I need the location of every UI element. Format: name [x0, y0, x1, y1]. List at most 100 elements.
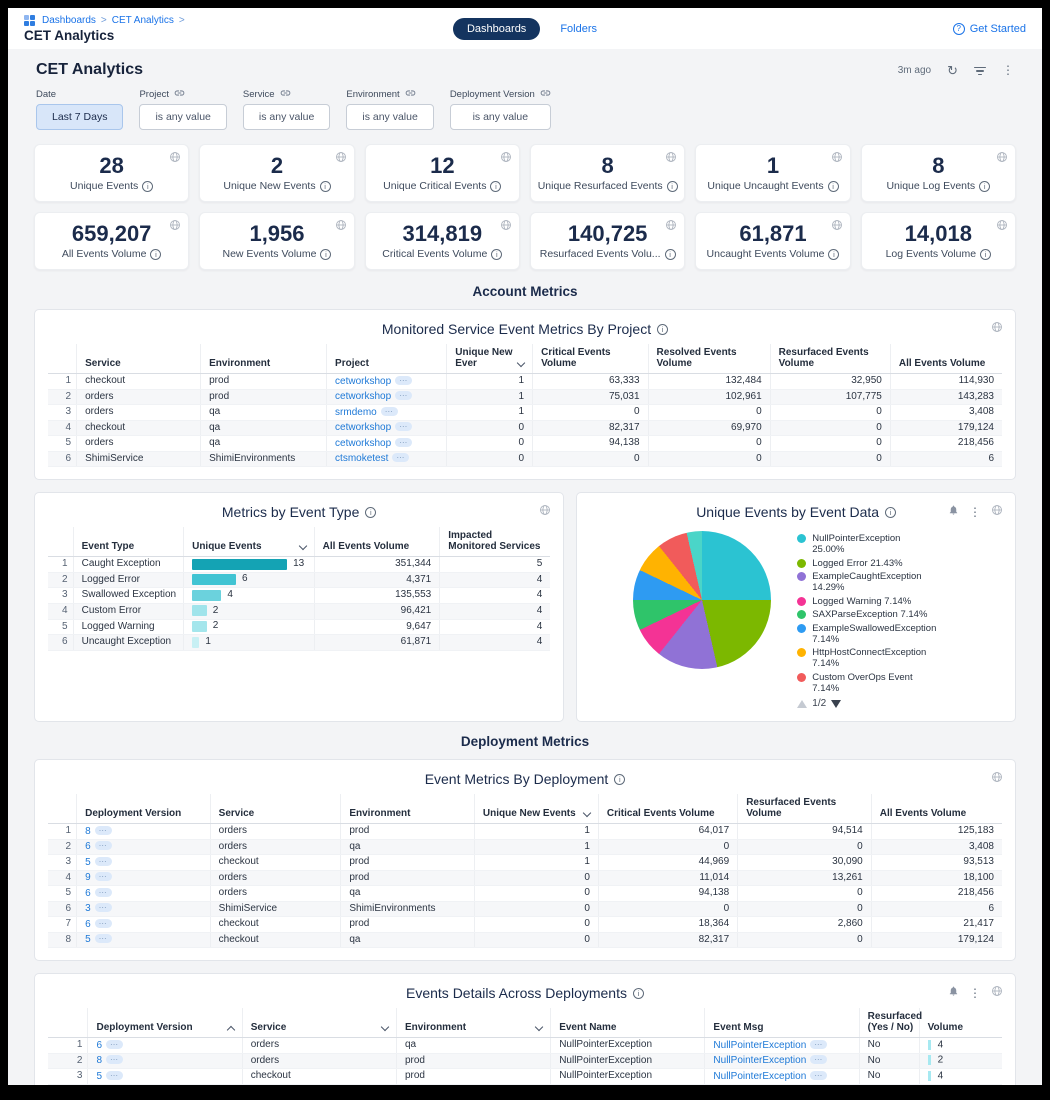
legend-item[interactable]: SAXParseException 7.14% [797, 609, 995, 620]
column-header-event-name[interactable]: Event Name [550, 1008, 705, 1038]
column-header-resurfaced-events-volume[interactable]: Resurfaced Events Volume [737, 794, 872, 824]
filter-value-button[interactable]: Last 7 Days [36, 104, 124, 130]
more-pill[interactable]: ⋯ [106, 1070, 124, 1080]
legend-item[interactable]: Custom OverOps Event 7.14% [797, 672, 995, 694]
more-pill[interactable]: ⋯ [106, 1039, 124, 1049]
globe-icon[interactable] [500, 218, 512, 236]
filter-value-button[interactable]: is any value [449, 104, 551, 130]
column-header-all-events-volume[interactable]: All Events Volume [870, 794, 1002, 824]
legend-item[interactable]: ExampleSwallowedException 7.14% [797, 623, 995, 645]
more-pill[interactable]: ⋯ [94, 872, 112, 881]
column-header-resurfaced[interactable]: Resurfaced (Yes / No) [858, 1008, 922, 1038]
column-header-deployment-version[interactable]: Deployment Version [87, 1008, 243, 1038]
info-icon[interactable]: i [142, 180, 154, 192]
legend-item[interactable]: ExampleCaughtException 14.29% [797, 571, 995, 593]
cell-link[interactable]: NullPointerException [713, 1055, 807, 1066]
more-pill[interactable]: ⋯ [94, 825, 112, 835]
column-header-resurfaced-events-volume[interactable]: Resurfaced Events Volume [769, 344, 891, 374]
cell-link[interactable]: 3 [85, 903, 91, 914]
cell-link[interactable]: 8 [85, 825, 91, 837]
cell-link[interactable]: 6 [85, 918, 91, 930]
get-started-link[interactable]: ? Get Started [952, 22, 1026, 35]
globe-icon[interactable] [335, 218, 347, 236]
refresh-icon[interactable]: ↻ [947, 62, 958, 78]
kebab-menu-icon[interactable]: ⋮ [1002, 63, 1014, 77]
more-pill[interactable]: ⋯ [810, 1039, 828, 1049]
globe-icon[interactable] [665, 150, 677, 168]
column-header-unique-new-ever[interactable]: Unique New Ever [446, 344, 533, 374]
page-up-icon[interactable] [797, 699, 808, 708]
info-icon[interactable]: i [319, 180, 331, 192]
tab-folders[interactable]: Folders [560, 22, 598, 35]
more-pill[interactable]: ⋯ [810, 1070, 828, 1080]
more-pill[interactable]: ⋯ [395, 437, 413, 447]
info-icon[interactable]: i [490, 180, 502, 192]
cell-link[interactable]: 9 [85, 872, 91, 883]
cell-link[interactable]: NullPointerException [713, 1070, 807, 1082]
cell-link[interactable]: NullPointerException [713, 1039, 807, 1051]
column-header-event-type[interactable]: Event Type [72, 527, 184, 557]
globe-icon[interactable] [831, 218, 843, 236]
globe-icon[interactable] [335, 150, 347, 168]
globe-icon[interactable] [991, 320, 1003, 338]
more-pill[interactable]: ⋯ [395, 375, 413, 385]
column-header-environment[interactable]: Environment [340, 794, 475, 824]
cell-link[interactable]: 5 [85, 934, 91, 945]
cell-link[interactable]: 6 [85, 887, 91, 899]
cell-link[interactable]: 5 [85, 856, 91, 868]
globe-icon[interactable] [539, 503, 551, 521]
globe-icon[interactable] [169, 218, 181, 236]
cell-link[interactable]: srmdemo [335, 406, 377, 418]
page-down-icon[interactable] [831, 699, 842, 708]
cell-link[interactable]: cetworkshop [335, 375, 392, 387]
pie-chart[interactable] [633, 531, 772, 669]
info-icon[interactable]: i [885, 506, 897, 518]
globe-icon[interactable] [991, 770, 1003, 788]
more-pill[interactable]: ⋯ [392, 453, 410, 462]
cell-link[interactable]: cetworkshop [335, 422, 392, 433]
more-pill[interactable]: ⋯ [380, 406, 398, 416]
cell-link[interactable]: cetworkshop [335, 391, 392, 402]
globe-icon[interactable] [991, 984, 1003, 1002]
info-icon[interactable]: i [491, 248, 503, 260]
bell-icon[interactable] [948, 503, 959, 521]
column-header-event-msg[interactable]: Event Msg [704, 1008, 860, 1038]
globe-icon[interactable] [169, 150, 181, 168]
more-pill[interactable]: ⋯ [395, 422, 413, 431]
column-header-service[interactable]: Service [241, 1008, 397, 1038]
filter-value-button[interactable]: is any value [242, 104, 331, 130]
filter-value-button[interactable]: is any value [346, 104, 434, 130]
bell-icon[interactable] [948, 984, 959, 1002]
more-pill[interactable]: ⋯ [106, 1055, 124, 1064]
globe-icon[interactable] [500, 150, 512, 168]
more-pill[interactable]: ⋯ [94, 841, 112, 850]
column-header-unique-new-events[interactable]: Unique New Events [473, 794, 599, 824]
info-icon[interactable]: i [980, 248, 992, 260]
column-header-project[interactable]: Project [326, 344, 447, 374]
info-icon[interactable]: i [365, 506, 377, 518]
info-icon[interactable]: i [632, 987, 644, 999]
cell-link[interactable]: ctsmoketest [335, 453, 389, 464]
column-header-deployment-version[interactable]: Deployment Version [76, 794, 211, 824]
more-pill[interactable]: ⋯ [94, 856, 112, 866]
globe-icon[interactable] [996, 218, 1008, 236]
globe-icon[interactable] [996, 150, 1008, 168]
cell-link[interactable]: 6 [85, 841, 91, 852]
more-pill[interactable]: ⋯ [94, 934, 112, 943]
kebab-menu-icon[interactable]: ⋮ [969, 986, 981, 1000]
info-icon[interactable]: i [320, 248, 332, 260]
info-icon[interactable]: i [614, 773, 626, 785]
globe-icon[interactable] [991, 503, 1003, 521]
more-pill[interactable]: ⋯ [94, 903, 112, 912]
globe-icon[interactable] [831, 150, 843, 168]
column-header-all-events-volume[interactable]: All Events Volume [889, 344, 1002, 374]
column-header-critical-events-volume[interactable]: Critical Events Volume [532, 344, 649, 374]
column-header-environment[interactable]: Environment [395, 1008, 551, 1038]
legend-item[interactable]: Logged Warning 7.14% [797, 596, 995, 607]
more-pill[interactable]: ⋯ [94, 918, 112, 928]
info-icon[interactable]: i [664, 248, 676, 260]
info-icon[interactable]: i [657, 323, 669, 335]
tab-dashboards[interactable]: Dashboards [452, 17, 541, 40]
legend-item[interactable]: NullPointerException 25.00% [797, 533, 995, 555]
column-header-resolved-events-volume[interactable]: Resolved Events Volume [647, 344, 771, 374]
